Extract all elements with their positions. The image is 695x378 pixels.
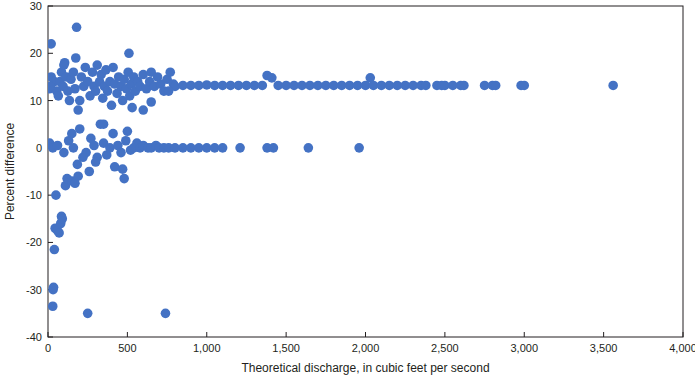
point (118, 164, 128, 174)
point (48, 39, 56, 49)
x-tick-label: 1,500 (272, 342, 300, 354)
point (57, 214, 67, 224)
point (83, 309, 93, 319)
y-axis-label: Percent difference (3, 123, 17, 220)
x-tick-label: 2,500 (431, 342, 459, 354)
plot-frame (48, 6, 683, 337)
points (48, 22, 618, 318)
point (127, 103, 137, 113)
x-tick-label: 3,000 (510, 342, 538, 354)
x-tick (206, 332, 207, 337)
point (421, 81, 431, 91)
point (123, 127, 133, 137)
point (92, 60, 102, 70)
point (49, 283, 59, 293)
point (91, 86, 101, 96)
point (50, 245, 60, 255)
x-tick-label: 1,000 (193, 342, 221, 354)
point (354, 143, 364, 153)
point (73, 105, 83, 115)
point (165, 67, 175, 77)
x-tick-label: 0 (45, 342, 51, 354)
x-tick-label: 3,500 (590, 342, 618, 354)
point (59, 148, 69, 158)
point (161, 309, 171, 319)
point (48, 301, 58, 311)
x-tick (683, 332, 684, 337)
point (164, 86, 174, 96)
y-tick-label: 20 (30, 47, 42, 59)
point (75, 96, 85, 106)
x-tick-label: 4,000 (669, 342, 695, 354)
point (138, 105, 148, 115)
point (91, 157, 101, 167)
point (99, 119, 109, 129)
point (54, 91, 64, 101)
y-tick (48, 6, 53, 7)
point (54, 228, 64, 238)
point (69, 143, 79, 153)
x-tick-label: 2,000 (352, 342, 380, 354)
point (459, 81, 469, 91)
y-tick-label: -40 (26, 331, 42, 343)
point (59, 60, 69, 70)
point (121, 136, 131, 146)
y-tick-label: 10 (30, 95, 42, 107)
point (304, 143, 314, 153)
point (72, 22, 82, 32)
point (107, 101, 117, 111)
point (146, 97, 156, 107)
y-tick-label: 30 (30, 0, 42, 12)
x-axis-label: Theoretical discharge, in cubic feet per… (241, 361, 489, 375)
point (73, 171, 83, 181)
point (124, 48, 134, 58)
y-tick (48, 242, 53, 243)
y-tick-label: -20 (26, 236, 42, 248)
chart: 0 500 1,000 1,500 2,000 2,500 3,000 3,500 4,000 -… (0, 0, 695, 378)
point (116, 148, 126, 158)
x-tick (127, 332, 128, 337)
x-tick (365, 332, 366, 337)
x-tick (444, 332, 445, 337)
point (84, 167, 94, 177)
x-tick (286, 332, 287, 337)
y-tick-label: -10 (26, 189, 42, 201)
point (65, 96, 75, 106)
y-tick (48, 53, 53, 54)
point (75, 124, 85, 134)
point (51, 190, 61, 200)
y-tick-label: -30 (26, 284, 42, 296)
x-tick-label: 500 (118, 342, 136, 354)
x-tick (603, 332, 604, 337)
point (48, 82, 55, 92)
point (108, 63, 118, 73)
point (108, 129, 118, 139)
point (519, 81, 529, 91)
point (267, 73, 277, 83)
y-tick (48, 100, 53, 101)
point (218, 143, 228, 153)
point (258, 81, 268, 91)
y-tick-label: 0 (36, 142, 42, 154)
point (78, 153, 88, 163)
point (608, 81, 618, 91)
x-tick (524, 332, 525, 337)
point (269, 143, 279, 153)
point (103, 86, 113, 96)
point (491, 81, 501, 91)
point (89, 141, 99, 151)
point (119, 174, 129, 184)
point (70, 84, 80, 94)
y-tick (48, 337, 53, 338)
point (71, 53, 81, 63)
point (235, 143, 245, 153)
x-tick (48, 332, 49, 337)
